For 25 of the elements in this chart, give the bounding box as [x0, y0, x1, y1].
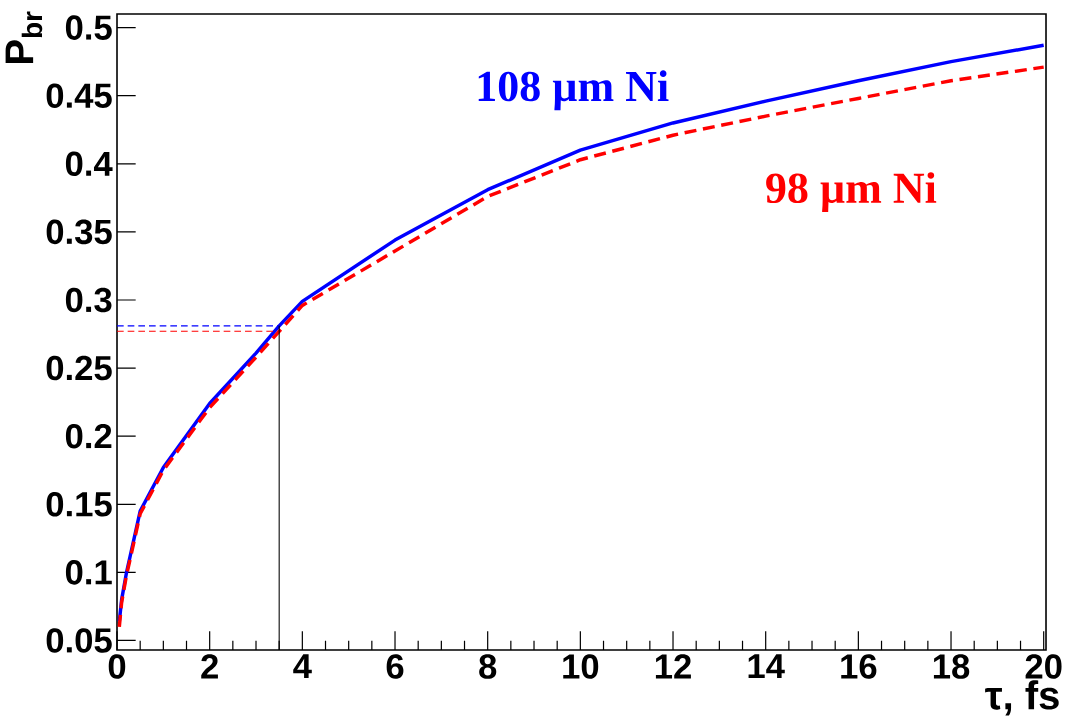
x-tick-label: 16 — [841, 654, 877, 679]
x-tick-label: 10 — [563, 654, 599, 679]
x-tick-label: 6 — [386, 654, 404, 679]
y-tick-label: 0.4 — [65, 151, 113, 177]
series-label: 108 µm Ni — [478, 70, 669, 111]
x-tick-label: 4 — [293, 654, 312, 679]
y-tick-label: 0.45 — [46, 83, 112, 108]
y-axis-title: P$_{br}$ — [5, 11, 43, 63]
x-tick-label: 18 — [933, 654, 970, 679]
y-tick-label: 0.1 — [65, 560, 112, 585]
x-tick-label: 20 — [1025, 654, 1062, 679]
x-tick-label: 2 — [201, 654, 218, 679]
series-label: 98 µm Ni — [766, 172, 937, 213]
y-tick-label: 0.05 — [46, 628, 112, 653]
x-tick-label: 8 — [479, 654, 497, 679]
x-axis-title: τ, fs — [985, 680, 1059, 716]
x-tick-label: 12 — [655, 654, 691, 679]
y-tick-label: 0.35 — [46, 219, 112, 245]
y-tick-label: 0.3 — [65, 287, 112, 313]
y-tick-label: 0.25 — [46, 355, 112, 381]
x-tick-label: 14 — [748, 654, 785, 679]
y-tick-label: 0.5 — [65, 15, 112, 40]
y-tick-label: 0.15 — [46, 492, 112, 517]
x-tick-label: 0 — [108, 654, 126, 679]
y-tick-label: 0.2 — [65, 423, 112, 449]
